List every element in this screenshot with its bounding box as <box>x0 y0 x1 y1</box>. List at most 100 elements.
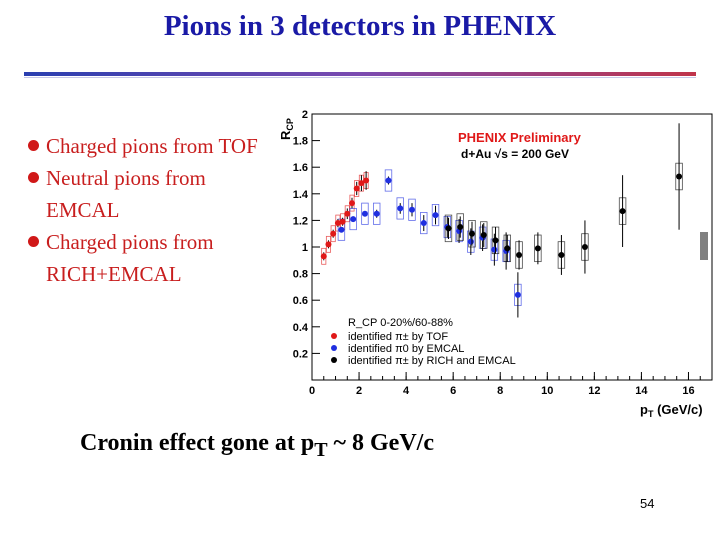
data-point <box>516 251 523 258</box>
data-point <box>385 177 392 184</box>
data-point <box>409 206 415 213</box>
data-point <box>432 212 439 219</box>
sys-box <box>408 198 416 221</box>
x-tick-label: 0 <box>309 385 315 397</box>
legend-header: R_CP 0-20%/60-88% <box>348 317 453 329</box>
data-point <box>504 245 511 252</box>
y-tick-label: 1.2 <box>293 215 308 227</box>
x-tick-label: 4 <box>403 385 410 397</box>
side-marker <box>700 232 708 260</box>
x-tick-label: 16 <box>682 385 694 397</box>
footer-statement: Cronin effect gone at pT ~ 8 GeV/c <box>80 430 434 462</box>
sys-box <box>373 202 381 225</box>
data-point <box>619 208 626 215</box>
x-tick-label: 6 <box>450 385 456 397</box>
data-point <box>363 177 370 184</box>
title-divider-shadow <box>24 77 696 78</box>
data-point <box>491 246 498 253</box>
legend-marker <box>331 357 337 363</box>
x-tick-label: 14 <box>635 385 648 397</box>
data-point <box>358 180 365 187</box>
footer-subscript: T <box>314 438 328 461</box>
y-tick-label: 1.8 <box>293 136 308 148</box>
bullet-item: Charged pions from RICH+EMCAL <box>28 226 278 290</box>
data-point <box>581 244 588 250</box>
data-point <box>350 216 357 223</box>
legend-marker <box>331 345 337 351</box>
chart-title: PHENIX Preliminary <box>458 130 582 145</box>
bullet-dot-icon <box>28 172 39 183</box>
sys-box <box>468 220 476 248</box>
data-point <box>514 291 521 298</box>
page-number: 54 <box>640 496 655 511</box>
bullet-dot-icon <box>28 140 39 151</box>
sys-box <box>480 221 488 249</box>
data-point <box>676 173 683 180</box>
y-tick-label: 2 <box>302 109 308 121</box>
sys-box <box>361 202 369 225</box>
data-point <box>361 210 368 217</box>
data-point <box>325 241 332 248</box>
sys-box <box>420 212 428 235</box>
bullet-text: Charged pions from RICH+EMCAL <box>46 230 214 286</box>
data-point <box>334 220 341 227</box>
y-tick-label: 0.4 <box>293 322 309 334</box>
data-point <box>445 225 452 232</box>
y-axis-label: RCP <box>278 118 295 140</box>
systematic-error-boxes <box>321 162 683 306</box>
footer-main: Cronin effect gone at p <box>80 430 315 456</box>
data-point <box>558 251 565 258</box>
y-axis-ticks: 0.2 0.4 0.6 0.8 1 1.2 1.4 1.6 1.8 2 <box>293 109 320 360</box>
y-tick-label: 0.8 <box>293 269 308 281</box>
y-tick-label: 0.6 <box>293 295 308 307</box>
data-point <box>467 238 474 245</box>
bullet-text: Neutral pions from EMCAL <box>46 166 206 222</box>
data-points <box>320 123 683 318</box>
y-tick-label: 1.6 <box>293 162 308 174</box>
footer-tail: ~ 8 GeV/c <box>327 430 434 456</box>
data-point <box>420 220 427 227</box>
title-divider <box>24 72 696 76</box>
data-point <box>330 230 337 237</box>
sys-box <box>456 213 464 241</box>
x-tick-label: 12 <box>588 385 600 397</box>
y-tick-label: 1.4 <box>293 189 309 201</box>
data-point <box>349 200 355 207</box>
x-axis-ticks: 0 2 4 6 8 10 12 14 16 <box>309 372 713 397</box>
data-point <box>469 230 475 237</box>
sys-box <box>431 204 440 227</box>
data-point <box>480 232 487 239</box>
legend-entry: identified π± by RICH and EMCAL <box>348 355 516 367</box>
chart-legend: R_CP 0-20%/60-88%identified π± by TOFide… <box>331 317 516 367</box>
legend-entry: identified π± by TOF <box>348 331 448 343</box>
data-point <box>344 210 351 217</box>
chart-subtitle: d+Au √s = 200 GeV <box>461 147 569 161</box>
x-tick-label: 2 <box>356 385 362 397</box>
legend-marker <box>331 333 337 339</box>
data-point <box>353 185 360 192</box>
data-point <box>534 245 541 252</box>
y-tick-label: 0.2 <box>293 348 308 360</box>
y-tick-label: 1 <box>302 242 308 254</box>
sys-box <box>384 169 393 192</box>
x-tick-label: 10 <box>541 385 553 397</box>
data-point <box>373 210 380 217</box>
bullet-text: Charged pions from TOF <box>46 134 258 158</box>
bullet-list: Charged pions from TOF Neutral pions fro… <box>28 130 278 290</box>
data-point <box>457 224 464 231</box>
data-point <box>320 253 327 260</box>
x-tick-label: 8 <box>497 385 503 397</box>
sys-box <box>396 197 404 220</box>
data-point <box>492 237 499 244</box>
rcp-chart: 0 2 4 6 8 10 12 14 16 0.2 0.4 0.6 0.8 1 1.2 1.4 1.6 1.8 2… <box>278 109 713 419</box>
data-point <box>397 205 404 212</box>
x-axis-label: pT (GeV/c) <box>640 402 703 419</box>
legend-entry: identified π0 by EMCAL <box>348 343 464 355</box>
bullet-item: Charged pions from TOF <box>28 130 278 162</box>
sys-box <box>349 208 357 231</box>
data-point <box>338 226 345 233</box>
slide-title: Pions in 3 detectors in PHENIX <box>163 10 557 42</box>
bullet-item: Neutral pions from EMCAL <box>28 162 278 226</box>
data-point <box>339 218 346 225</box>
bullet-dot-icon <box>28 236 39 247</box>
